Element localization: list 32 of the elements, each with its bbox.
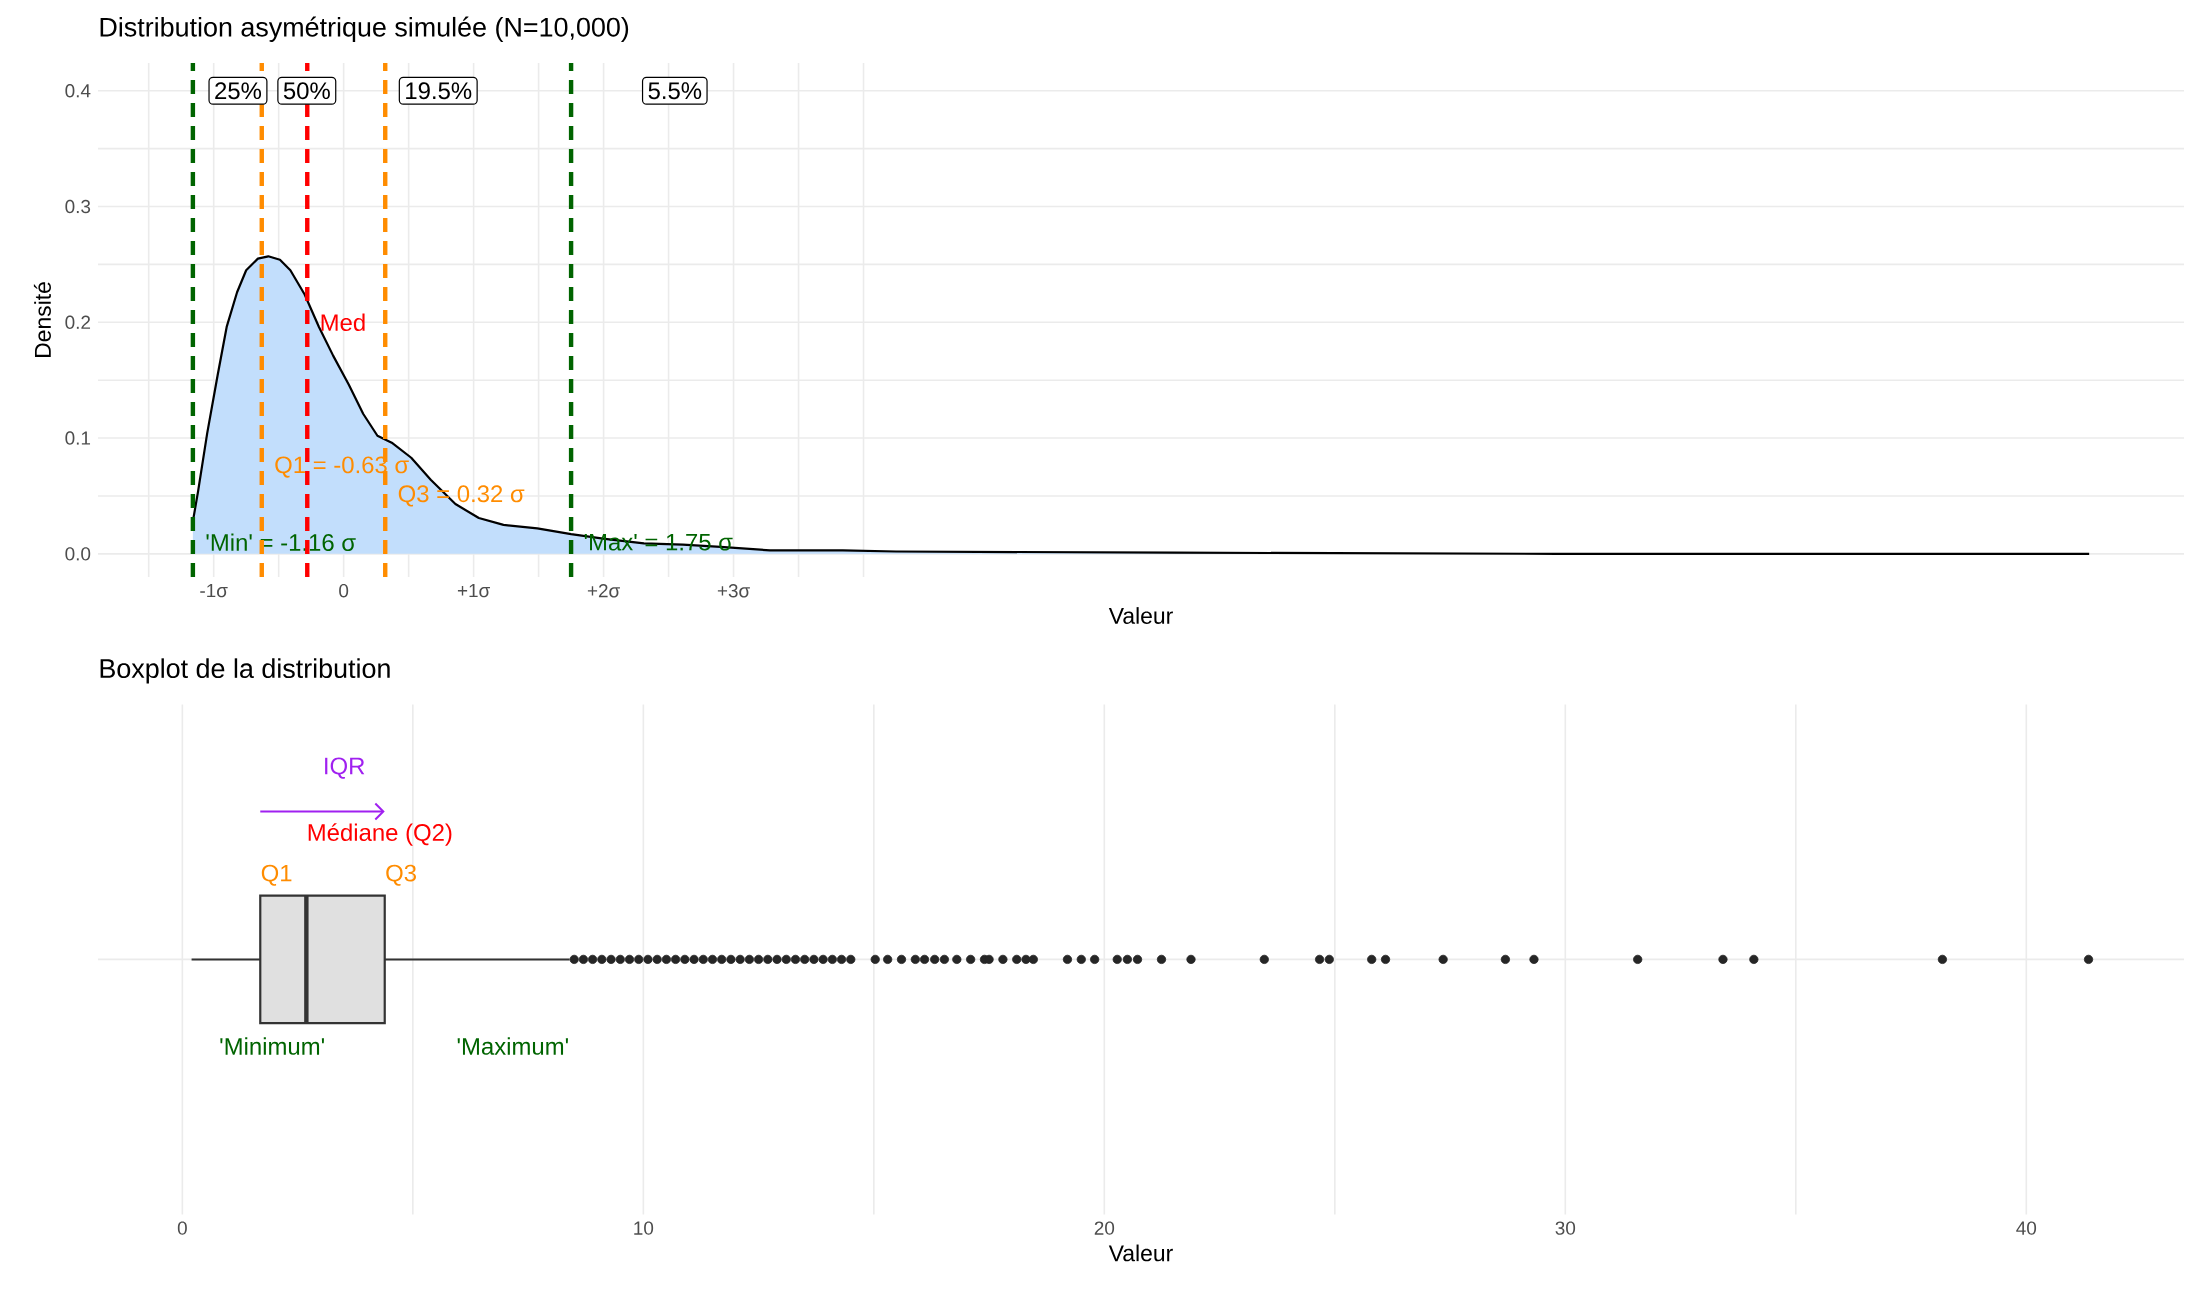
annotation: 25%: [215, 82, 262, 100]
y-tick-label: 0.3: [65, 199, 91, 214]
x-tick-label: +2σ: [587, 584, 620, 598]
annotation: 'Maximum': [457, 1037, 568, 1055]
y-tick-label: 0.1: [65, 431, 91, 445]
x-tick-label: 0: [339, 584, 349, 598]
annotation: 5.5%: [648, 82, 702, 100]
chart-title: Boxplot de la distribution: [100, 658, 390, 684]
annotation: 50%: [283, 82, 330, 100]
annotation: 'Minimum': [220, 1037, 324, 1055]
x-tick-label: 0: [177, 1221, 187, 1235]
chart-title: Distribution asymétrique simulée (N=10,000): [100, 16, 629, 43]
x-tick-label: -1σ: [200, 584, 228, 598]
x-tick-label: 30: [1555, 1221, 1576, 1235]
ref-line-label: Q1 = -0.63 σ: [275, 456, 409, 478]
y-tick-label: 0.4: [65, 84, 91, 98]
annotation: 19.5%: [406, 82, 472, 100]
x-tick-label: 40: [2016, 1221, 2037, 1235]
x-tick-label: 20: [1094, 1221, 1115, 1235]
annotation: Médiane (Q2): [308, 823, 452, 846]
annotation: IQR: [325, 757, 365, 779]
annotation: Q3: [386, 864, 416, 886]
y-tick-label: 0.0: [65, 547, 91, 561]
ref-line-label: Med: [321, 313, 365, 332]
x-tick-label: 10: [634, 1221, 654, 1235]
x-tick-label: +1σ: [457, 584, 490, 598]
x-axis-title: Valeur: [1108, 1244, 1173, 1262]
annotation: Q1: [261, 864, 292, 886]
y-tick-label: 0.2: [65, 315, 91, 330]
y-axis-title: Densité: [33, 282, 51, 357]
x-axis-title: Valeur: [1108, 607, 1173, 624]
x-tick-label: +3σ: [717, 584, 750, 598]
